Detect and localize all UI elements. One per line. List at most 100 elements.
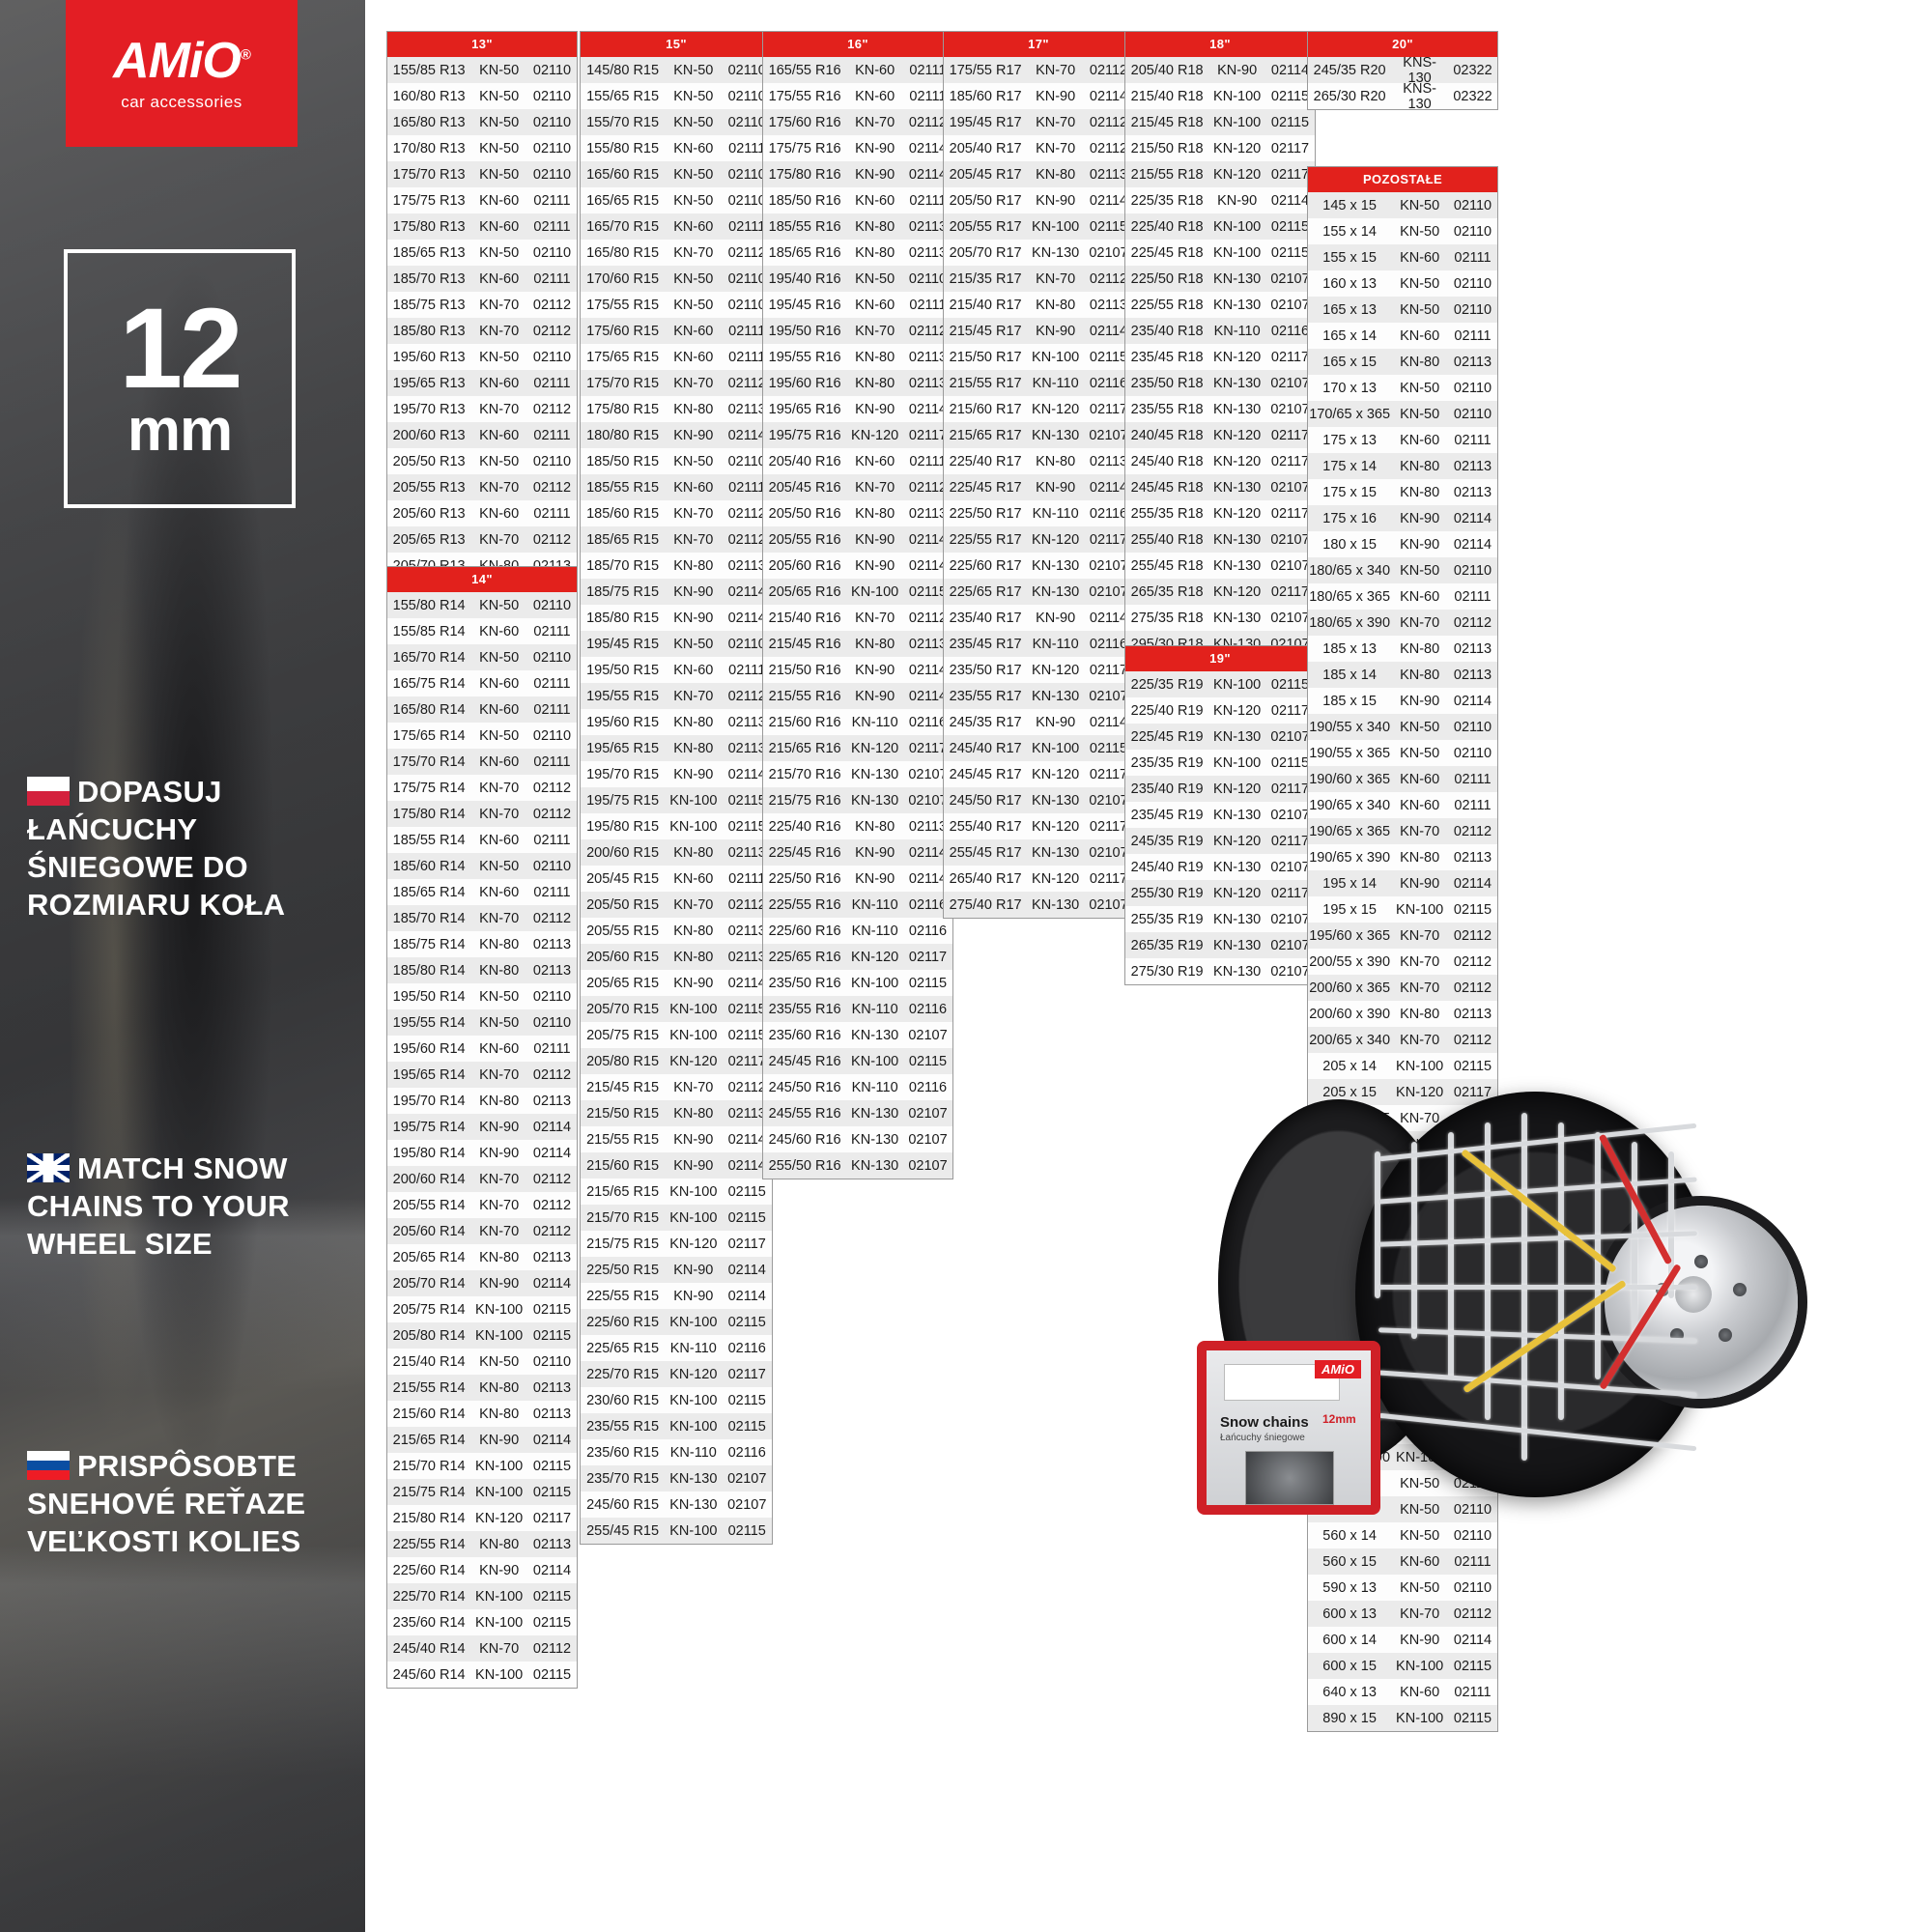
cell-product-code: 02107 (1270, 479, 1310, 496)
cell-tyre-size: 225/70 R14 (392, 1588, 466, 1605)
table-row: 225/55 R15 KN-90 02114 (581, 1283, 772, 1309)
table-row: 215/45 R17 KN-90 02114 (944, 318, 1133, 344)
cell-chain-model: KN-70 (855, 610, 895, 626)
cell-chain-model: KN-90 (855, 844, 895, 861)
cell-product-code: 02107 (1089, 244, 1128, 261)
cell-chain-model: KN-80 (673, 557, 714, 574)
table-row: 185/50 R15 KN-50 02110 (581, 448, 772, 474)
cell-tyre-size: 175 x 16 (1322, 510, 1377, 526)
cell-product-code: 02112 (727, 505, 766, 522)
cell-chain-model: KN-90 (1217, 62, 1258, 78)
cell-product-code: 02113 (1089, 453, 1128, 469)
cell-tyre-size: 235/45 R17 (949, 636, 1022, 652)
table-row: 165 x 14 KN-60 02111 (1308, 323, 1497, 349)
cell-tyre-size: 185/55 R14 (392, 832, 466, 848)
cell-tyre-size: 205/60 R16 (768, 557, 841, 574)
table-header-19: 19" (1125, 646, 1315, 671)
cell-tyre-size: 205/70 R15 (586, 1001, 660, 1017)
cell-product-code: 02107 (1270, 531, 1310, 548)
cell-tyre-size: 255/45 R18 (1130, 557, 1204, 574)
cell-product-code: 02107 (1270, 375, 1310, 391)
table-row: 225/40 R19 KN-120 02117 (1125, 697, 1315, 724)
thickness-unit: mm (127, 397, 233, 465)
cell-tyre-size: 255/30 R19 (1130, 885, 1204, 901)
cell-chain-model: KN-110 (851, 923, 898, 939)
cell-product-code: 02111 (728, 870, 766, 887)
cell-product-code: 02110 (1453, 1527, 1492, 1544)
cell-tyre-size: 215/50 R15 (586, 1105, 660, 1122)
table-row: 225/65 R15 KN-110 02116 (581, 1335, 772, 1361)
cell-product-code: 02112 (1453, 614, 1492, 631)
cell-product-code: 02114 (908, 166, 948, 183)
cell-chain-model: KN-80 (1400, 667, 1440, 683)
cell-tyre-size: 225/65 R16 (768, 949, 841, 965)
cell-chain-model: KN-70 (479, 323, 520, 339)
table-row: 255/45 R18 KN-130 02107 (1125, 553, 1315, 579)
cell-tyre-size: 205/60 R13 (392, 505, 466, 522)
table-row: 255/40 R17 KN-120 02117 (944, 813, 1133, 839)
cell-product-code: 02110 (532, 62, 572, 78)
cell-chain-model: KN-50 (673, 297, 714, 313)
cell-chain-model: KN-70 (673, 688, 714, 704)
cell-product-code: 02111 (909, 62, 947, 78)
cell-product-code: 02116 (908, 714, 948, 730)
snow-chain-link (1378, 1177, 1697, 1205)
cell-tyre-size: 185/75 R14 (392, 936, 466, 952)
cell-chain-model: KN-120 (1213, 505, 1262, 522)
cell-product-code: 02112 (532, 780, 572, 796)
cell-tyre-size: 185/65 R15 (586, 531, 660, 548)
cell-tyre-size: 165/70 R14 (392, 649, 466, 666)
cell-chain-model: KN-70 (479, 1223, 520, 1239)
table-header-13: 13" (387, 32, 577, 57)
table-row: 165/60 R15 KN-50 02110 (581, 161, 772, 187)
cell-tyre-size: 195/80 R14 (392, 1145, 466, 1161)
cell-chain-model: KN-90 (1036, 88, 1076, 104)
cell-tyre-size: 195/60 R13 (392, 349, 466, 365)
cell-product-code: 02111 (1454, 432, 1492, 448)
cell-tyre-size: 165 x 14 (1322, 327, 1377, 344)
cell-tyre-size: 200/60 R15 (586, 844, 660, 861)
table-row: 185/80 R15 KN-90 02114 (581, 605, 772, 631)
table-header-20: 20" (1308, 32, 1497, 57)
cell-product-code: 02110 (1453, 380, 1492, 396)
bag-subtitle: Łańcuchy śniegowe (1220, 1433, 1305, 1443)
cell-chain-model: KN-60 (1400, 771, 1440, 787)
cell-chain-model: KN-50 (479, 453, 520, 469)
cell-product-code: 02114 (1089, 610, 1128, 626)
cell-product-code: 02117 (1270, 427, 1310, 443)
table-row: 235/50 R16 KN-100 02115 (763, 970, 952, 996)
table-row: 205/60 R16 KN-90 02114 (763, 553, 952, 579)
cell-product-code: 02114 (1089, 192, 1128, 209)
cell-product-code: 02115 (532, 1327, 572, 1344)
table-row: 560 x 14 KN-50 02110 (1308, 1522, 1497, 1548)
table-row: 225/55 R17 KN-120 02117 (944, 526, 1133, 553)
cell-tyre-size: 205/75 R14 (392, 1301, 466, 1318)
table-row: 185/75 R14 KN-80 02113 (387, 931, 577, 957)
cell-tyre-size: 245/45 R18 (1130, 479, 1204, 496)
table-row: 195 x 15 KN-100 02115 (1308, 896, 1497, 923)
table-row: 205/75 R14 KN-100 02115 (387, 1296, 577, 1322)
cell-product-code: 02110 (727, 270, 766, 287)
cell-tyre-size: 200/60 x 390 (1309, 1006, 1391, 1022)
cell-product-code: 02110 (532, 244, 572, 261)
cell-tyre-size: 255/40 R18 (1130, 531, 1204, 548)
cell-chain-model: KN-60 (479, 675, 520, 692)
table-row: 160/80 R13 KN-50 02110 (387, 83, 577, 109)
cell-product-code: 02113 (727, 401, 766, 417)
cell-product-code: 02114 (727, 975, 766, 991)
cell-product-code: 02112 (532, 297, 572, 313)
cell-tyre-size: 165/65 R15 (586, 192, 660, 209)
table-row: 200/60 R14 KN-70 02112 (387, 1166, 577, 1192)
cell-product-code: 02114 (1453, 1632, 1492, 1648)
table-row: 225/50 R17 KN-110 02116 (944, 500, 1133, 526)
cell-chain-model: KN-120 (851, 949, 899, 965)
cell-product-code: 02115 (727, 1522, 766, 1539)
cell-product-code: 02114 (1089, 714, 1128, 730)
cell-product-code: 02110 (532, 649, 572, 666)
cell-tyre-size: 225/45 R16 (768, 844, 841, 861)
cell-product-code: 02115 (727, 1392, 766, 1408)
table-row: 190/65 x 390 KN-80 02113 (1308, 844, 1497, 870)
table-row: 215/70 R14 KN-100 02115 (387, 1453, 577, 1479)
cell-chain-model: KN-130 (1032, 427, 1080, 443)
table-row: 175/80 R16 KN-90 02114 (763, 161, 952, 187)
